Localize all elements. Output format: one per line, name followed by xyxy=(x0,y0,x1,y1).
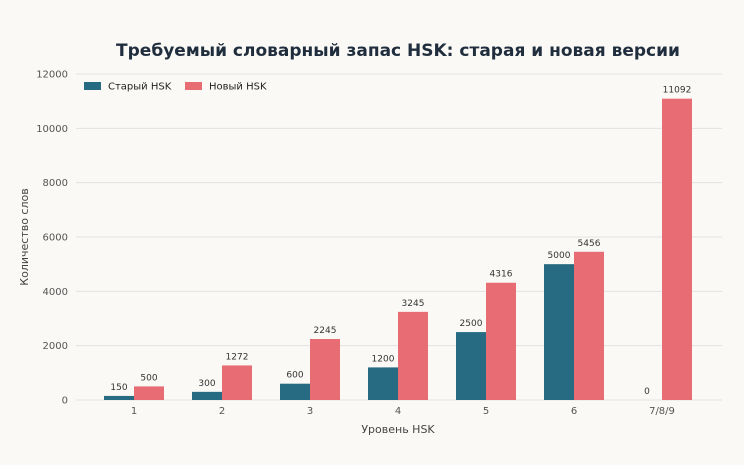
value-labels: 150 500 300 1272 600 2245 1200 3245 2500 4316 5000… xyxy=(110,86,691,397)
x-axis-label: Уровень HSK xyxy=(361,423,435,436)
legend-swatch xyxy=(84,82,101,90)
data-label: 500 xyxy=(140,373,157,383)
bar-old-4 xyxy=(368,367,398,400)
y-tick-label: 8000 xyxy=(43,178,68,189)
grid-lines xyxy=(76,73,722,401)
y-axis-ticks: 0 2000 4000 6000 8000 10000 12000 xyxy=(36,70,68,407)
x-axis-ticks: 1 2 3 4 5 6 7/8/9 xyxy=(131,406,675,417)
bar-new-4 xyxy=(398,311,428,400)
data-label: 300 xyxy=(198,379,215,389)
x-tick-label: 4 xyxy=(395,406,401,417)
data-label: 2245 xyxy=(314,326,337,336)
legend-swatch xyxy=(185,82,202,90)
x-tick-label: 2 xyxy=(219,406,225,417)
data-label: 5456 xyxy=(578,239,601,249)
y-tick-label: 10000 xyxy=(36,124,68,135)
data-label: 1272 xyxy=(226,352,249,362)
bar-new-7/8/9 xyxy=(662,98,692,401)
legend-label: Новый HSK xyxy=(209,82,267,93)
data-label: 600 xyxy=(286,371,303,381)
data-label: 3245 xyxy=(402,299,425,309)
bar-old-3 xyxy=(280,383,310,400)
y-tick-label: 4000 xyxy=(43,287,68,298)
x-tick-label: 1 xyxy=(131,406,137,417)
bar-new-3 xyxy=(310,339,340,400)
data-label: 0 xyxy=(644,387,650,397)
data-label: 150 xyxy=(110,383,127,393)
bar-old-1 xyxy=(104,395,134,400)
bar-new-2 xyxy=(222,365,252,400)
x-tick-label: 6 xyxy=(571,406,577,417)
bar-old-2 xyxy=(192,391,222,400)
bar-new-1 xyxy=(134,386,164,400)
y-tick-label: 6000 xyxy=(43,233,68,244)
bar-new-6 xyxy=(574,251,604,400)
bar-new-5 xyxy=(486,282,516,400)
legend: Старый HSK Новый HSK xyxy=(84,82,267,93)
legend-label: Старый HSK xyxy=(108,82,172,93)
data-label: 11092 xyxy=(663,86,692,96)
y-axis-label: Количество слов xyxy=(18,188,31,285)
x-tick-label: 5 xyxy=(483,406,489,417)
data-label: 1200 xyxy=(372,354,395,364)
data-label: 4316 xyxy=(490,270,513,280)
y-tick-label: 0 xyxy=(62,396,68,407)
y-tick-label: 12000 xyxy=(36,70,68,81)
x-tick-label: 7/8/9 xyxy=(649,406,675,417)
x-tick-label: 3 xyxy=(307,406,313,417)
bars xyxy=(104,98,692,401)
data-label: 5000 xyxy=(548,251,571,261)
data-label: 2500 xyxy=(460,319,483,329)
y-tick-label: 2000 xyxy=(43,341,68,352)
bar-old-5 xyxy=(456,332,486,400)
chart-title: Требуемый словарный запас HSK: старая и … xyxy=(116,41,680,61)
bar-old-6 xyxy=(544,264,574,400)
